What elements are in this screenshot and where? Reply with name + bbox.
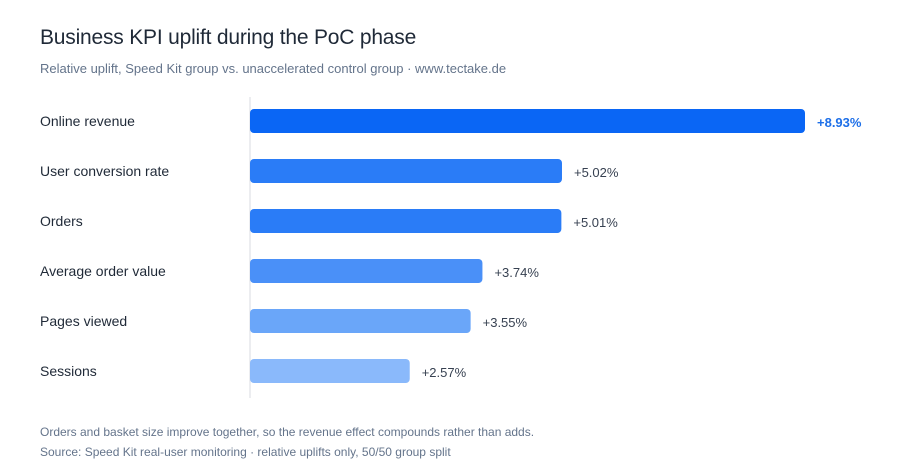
bar: [250, 259, 483, 283]
category-label: Orders: [40, 213, 83, 229]
value-label: +3.74%: [494, 265, 539, 280]
chart-title: Business KPI uplift during the PoC phase: [40, 26, 417, 49]
category-label: Pages viewed: [40, 313, 127, 329]
bar: [250, 159, 562, 183]
category-label: User conversion rate: [40, 163, 169, 179]
value-label: +3.55%: [483, 315, 528, 330]
category-label: Average order value: [40, 263, 166, 279]
category-label: Sessions: [40, 363, 97, 379]
bar: [250, 309, 471, 333]
footnote: Orders and basket size improve together,…: [40, 425, 535, 439]
bar: [250, 209, 562, 233]
chart-subtitle: Relative uplift, Speed Kit group vs. una…: [40, 61, 507, 76]
value-label: +5.01%: [573, 215, 618, 230]
value-label: +2.57%: [422, 365, 467, 380]
category-label: Online revenue: [40, 113, 135, 129]
value-label: +8.93%: [817, 115, 862, 130]
bar-chart: Online revenue +8.93% User conversion rate…: [40, 97, 862, 398]
value-label: +5.02%: [574, 165, 619, 180]
bar: [250, 109, 805, 133]
source-note: Source: Speed Kit real-user monitoring ·…: [40, 445, 451, 459]
bar: [250, 359, 410, 383]
